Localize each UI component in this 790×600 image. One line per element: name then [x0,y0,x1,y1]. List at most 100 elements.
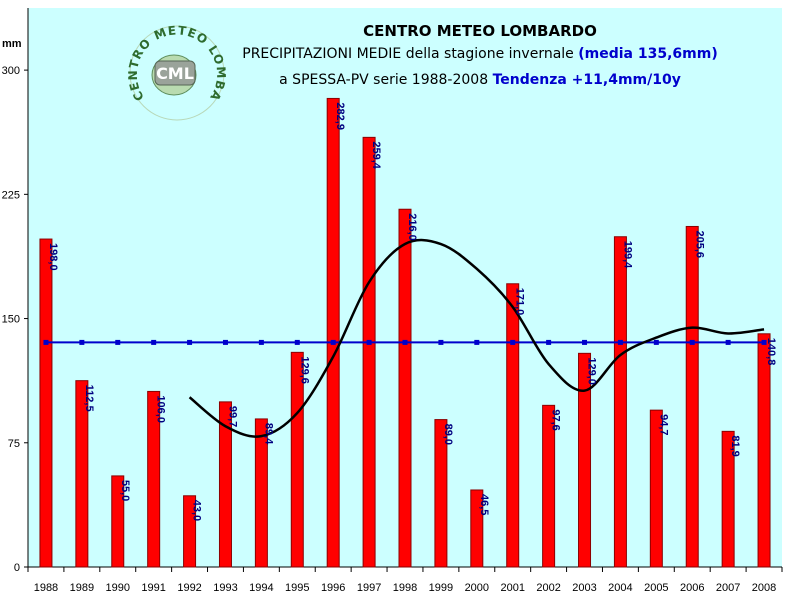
data-label: 112,5 [83,385,95,412]
x-tick-label: 2004 [608,582,632,594]
bar [111,475,125,568]
x-tick-label: 2003 [572,582,596,594]
data-label: 94,7 [657,414,669,435]
mean-marker [258,339,264,345]
mean-marker [582,339,588,345]
x-tick-label: 2000 [465,582,489,594]
x-tick-label: 2006 [680,582,704,594]
y-axis-unit: mm [2,38,22,50]
data-label: 282,9 [334,102,346,130]
x-tick-label: 2002 [536,582,560,594]
bar [506,283,520,568]
data-label: 89,0 [442,424,454,445]
x-tick-label: 2007 [716,582,740,594]
mean-marker [330,339,336,345]
x-tick-label: 2008 [752,582,776,594]
data-label: 205,6 [693,230,705,258]
mean-marker [546,339,552,345]
data-label: 171,0 [514,288,526,316]
location-text: a SPESSA-PV serie 1988-2008 [279,72,493,88]
logo-badge-text: CML [156,64,194,83]
mean-marker [689,339,695,345]
bar [290,351,304,568]
bar [254,418,268,568]
x-tick-label: 1992 [177,582,201,594]
mean-marker [617,339,623,345]
data-label: 198,0 [47,243,59,271]
data-label: 99,7 [226,406,238,427]
x-tick-label: 1991 [141,582,165,594]
bar [613,236,627,568]
mean-marker [115,339,121,345]
x-tick-label: 1998 [393,582,417,594]
bar [721,430,735,568]
bar [39,238,53,568]
data-label: 106,0 [155,395,167,423]
x-tick-label: 1995 [285,582,309,594]
bar [362,136,376,568]
data-label: 55,0 [119,480,131,501]
x-tick-label: 1990 [106,582,130,594]
mean-marker [402,339,408,345]
bar [649,409,663,568]
y-tick-label: 150 [2,314,20,326]
data-label: 81,9 [729,435,741,456]
data-label: 97,6 [550,409,562,430]
data-label: 259,4 [370,141,382,169]
chart-title: CENTRO METEO LOMBARDO [363,22,597,40]
bar [470,489,484,568]
bar [685,225,699,568]
y-tick-label: 0 [14,562,20,574]
mean-marker [366,339,372,345]
data-label: 129,0 [586,357,598,385]
bar [147,390,161,568]
data-label: 216,0 [406,213,418,241]
y-tick-label: 225 [2,189,20,201]
mean-marker [761,339,767,345]
bar [757,333,771,568]
bar [542,404,556,568]
mean-marker [151,339,157,345]
logo-badge [154,60,196,86]
mean-marker [187,339,193,345]
data-label: 89,4 [262,423,274,445]
mean-marker [43,339,49,345]
logo-ring [129,25,225,121]
x-tick-label: 1988 [34,582,58,594]
bar [398,208,412,568]
x-tick-label: 1999 [429,582,453,594]
mean-marker [725,339,731,345]
x-tick-label: 1997 [357,582,381,594]
y-tick-label: 300 [2,65,20,77]
data-label: 199,4 [621,241,633,269]
y-tick-label: 75 [8,438,20,450]
x-tick-label: 1994 [249,582,273,594]
x-tick-label: 2001 [500,582,524,594]
mean-marker [510,339,516,345]
trend-line [188,238,765,438]
trend-value-text: Tendenza +11,4mm/10y [492,72,681,88]
mean-marker [438,339,444,345]
bar [218,401,232,568]
bar [434,419,448,568]
mean-marker [79,339,85,345]
mean-marker [294,339,300,345]
mean-marker [474,339,480,345]
mean-marker [653,339,659,345]
chart-subtitle: PRECIPITAZIONI MEDIE della stagione inve… [180,46,780,62]
x-tick-label: 1996 [321,582,345,594]
x-tick-label: 1989 [70,582,94,594]
subtitle-text: PRECIPITAZIONI MEDIE della stagione inve… [242,46,579,62]
x-tick-label: 2005 [644,582,668,594]
bar [75,380,89,568]
bar [183,495,197,568]
x-tick-label: 1993 [213,582,237,594]
data-label: 43,0 [191,500,203,521]
chart-subtitle-2: a SPESSA-PV serie 1988-2008 Tendenza +11… [180,72,780,88]
data-label: 129,6 [298,356,310,384]
bar [578,352,592,568]
mean-value-text: (media 135,6mm) [578,46,718,62]
mean-marker [222,339,228,345]
